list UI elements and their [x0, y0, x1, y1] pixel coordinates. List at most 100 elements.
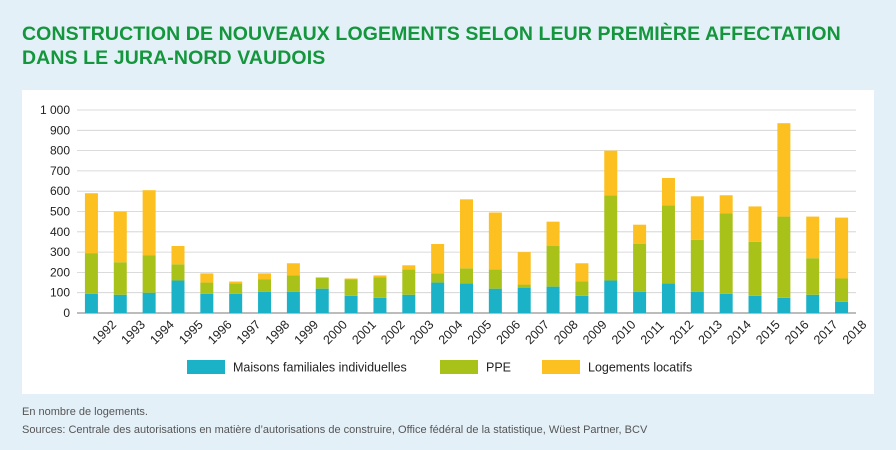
- bar-segment: [84, 293, 98, 313]
- y-tick-label: 800: [50, 144, 70, 158]
- bar-segment: [748, 241, 762, 296]
- bar-segment: [113, 262, 127, 295]
- chart-title: CONSTRUCTION DE NOUVEAUX LOGEMENTS SELON…: [22, 22, 882, 70]
- x-tick-label: 2001: [349, 318, 379, 348]
- bar-segment: [575, 263, 589, 282]
- chart-title-line-1: CONSTRUCTION DE NOUVEAUX LOGEMENTS SELON…: [22, 23, 841, 45]
- y-tick-label: 400: [50, 225, 70, 239]
- bar-segment: [460, 268, 473, 284]
- bar-segment: [661, 283, 675, 313]
- bar-segment: [113, 294, 127, 313]
- bar-segment: [719, 293, 733, 313]
- bar-segment: [258, 279, 272, 292]
- x-tick-label: 2011: [638, 318, 667, 347]
- chart-title-line-2: DANS LE JURA-NORD VAUDOIS: [22, 47, 326, 69]
- bar-segment: [748, 206, 762, 242]
- bar-segment: [835, 217, 849, 279]
- bar-segment: [84, 193, 98, 254]
- y-tick-label: 500: [50, 205, 70, 219]
- x-tick-label: 2016: [782, 318, 812, 348]
- y-tick-label: 1 000: [40, 103, 70, 117]
- bar-segment: [171, 264, 185, 281]
- bar-segment: [546, 286, 560, 313]
- bar-segment: [431, 282, 445, 313]
- y-tick-label: 900: [50, 123, 70, 137]
- x-tick-label: 1998: [263, 318, 293, 348]
- bar-segment: [200, 273, 214, 283]
- bar-segment: [344, 278, 358, 280]
- legend-swatch: [440, 360, 478, 374]
- bar-segment: [488, 269, 502, 289]
- bar-segment: [661, 205, 675, 284]
- bar-segment: [286, 275, 300, 292]
- bar-segment: [373, 297, 387, 313]
- bar-segment: [806, 294, 820, 313]
- x-tick-label: 1999: [292, 318, 322, 348]
- bar-segment: [488, 212, 502, 270]
- bar-segment: [575, 281, 589, 296]
- bar-segment: [142, 292, 156, 313]
- y-tick-label: 100: [50, 286, 70, 300]
- x-tick-label: 2004: [436, 318, 466, 348]
- bar-segment: [402, 269, 416, 295]
- bar-segment: [806, 258, 820, 295]
- legend-label: PPE: [486, 361, 511, 375]
- bar-segment: [517, 284, 531, 288]
- bar-segment: [344, 279, 358, 296]
- bar-segment: [200, 282, 214, 294]
- x-tick-label: 1994: [147, 318, 177, 348]
- x-tick-label: 2014: [724, 318, 754, 348]
- bar-segment: [719, 195, 733, 214]
- bar-segment: [431, 273, 445, 283]
- bar-segment: [373, 275, 387, 278]
- bar-segment: [142, 255, 156, 293]
- bar-segment: [431, 243, 445, 274]
- x-tick-label: 1997: [234, 318, 264, 348]
- bar-segment: [229, 283, 243, 294]
- bar-segment: [142, 190, 156, 256]
- bar-segment: [258, 273, 272, 280]
- bar-segment: [604, 195, 618, 281]
- chart-panel: 0 100 200 300 400 500 600 700 800 900 1 000 1992 199…: [22, 90, 874, 394]
- x-tick-label: 2018: [840, 318, 870, 348]
- bar-segment: [748, 295, 762, 313]
- bar-segment: [633, 224, 647, 244]
- bar-segment: [777, 123, 791, 217]
- bar-segment: [661, 178, 675, 206]
- y-tick-label: 700: [50, 164, 70, 178]
- bar-segment: [286, 263, 300, 276]
- bar-segment: [604, 150, 618, 196]
- legend-label: Logements locatifs: [588, 361, 692, 375]
- x-tick-label: 2007: [522, 318, 552, 348]
- bar-segment: [402, 294, 416, 313]
- sources-note: Sources: Centrale des autorisations en m…: [22, 424, 648, 436]
- bar-segment: [546, 246, 560, 287]
- x-tick-label: 2012: [667, 318, 697, 348]
- bar-segment: [229, 293, 243, 313]
- x-tick-label: 2006: [494, 318, 524, 348]
- bar-segment: [690, 239, 704, 292]
- bar-segment: [460, 283, 473, 313]
- bar-segment: [777, 216, 791, 298]
- x-tick-label: 2002: [378, 318, 408, 348]
- x-tick-label: 2003: [407, 318, 437, 348]
- bar-segment: [84, 253, 98, 294]
- bar-segment: [517, 252, 531, 285]
- bar-segment: [344, 295, 358, 313]
- bar-segment: [402, 265, 416, 270]
- legend-swatch: [542, 360, 580, 374]
- bar-segment: [286, 291, 300, 313]
- bar-segment: [460, 199, 473, 269]
- x-tick-label: 2010: [609, 318, 639, 348]
- bar-segment: [604, 280, 618, 313]
- bar-segment: [229, 281, 243, 284]
- bar-segment: [488, 288, 502, 313]
- bar-segment: [690, 291, 704, 313]
- x-tick-label: 2013: [696, 318, 726, 348]
- bar-segment: [373, 277, 387, 298]
- x-tick-label: 2008: [551, 318, 581, 348]
- y-tick-label: 0: [63, 306, 70, 320]
- bar-segment: [835, 301, 849, 313]
- bar-segment: [719, 213, 733, 294]
